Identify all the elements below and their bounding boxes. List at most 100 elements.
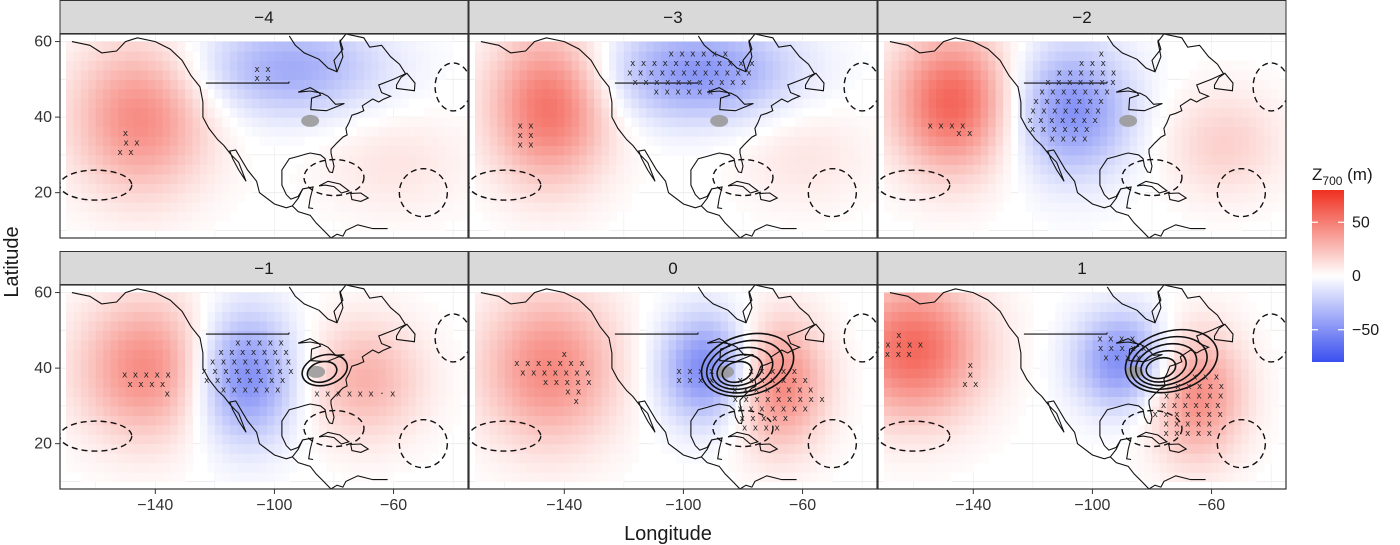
heatmap-cell bbox=[200, 88, 208, 99]
heatmap-cell bbox=[951, 69, 959, 80]
heatmap-cell bbox=[430, 396, 439, 407]
heatmap-cell bbox=[772, 88, 781, 99]
heatmap-cell bbox=[847, 41, 856, 52]
heatmap-cell bbox=[810, 368, 818, 379]
heatmap-cell bbox=[229, 202, 238, 213]
heatmap-cell bbox=[200, 69, 208, 80]
heatmap-cell bbox=[743, 173, 751, 184]
heatmap-cell bbox=[222, 117, 231, 128]
heatmap-cell bbox=[683, 51, 692, 61]
heatmap-cell bbox=[638, 69, 647, 80]
heatmap-cell bbox=[1233, 98, 1242, 109]
heatmap-cell bbox=[274, 462, 283, 473]
heatmap-cell bbox=[155, 154, 164, 165]
heatmap-cell bbox=[594, 415, 603, 426]
heatmap-cell bbox=[891, 41, 900, 52]
heatmap-cell bbox=[542, 41, 550, 52]
heatmap-cell bbox=[698, 302, 707, 312]
heatmap-cell bbox=[162, 183, 171, 194]
heatmap-cell bbox=[415, 368, 424, 379]
heatmap-cell bbox=[95, 311, 104, 322]
heatmap-cell bbox=[252, 405, 261, 416]
heatmap-cell bbox=[363, 136, 372, 146]
heatmap-cell bbox=[1099, 145, 1108, 156]
heatmap-cell bbox=[661, 107, 670, 118]
heatmap-cell bbox=[854, 339, 863, 350]
heatmap-cell bbox=[676, 136, 684, 146]
heatmap-cell bbox=[519, 302, 528, 312]
heatmap-cell bbox=[542, 98, 550, 109]
heatmap-cell bbox=[1159, 145, 1168, 156]
heatmap-cell bbox=[423, 126, 432, 137]
heatmap-cell bbox=[571, 41, 580, 52]
heatmap-cell bbox=[913, 145, 922, 156]
heatmap-cell bbox=[281, 51, 290, 61]
heatmap-cell bbox=[549, 443, 558, 454]
heatmap-cell bbox=[1107, 88, 1116, 99]
heatmap-cell bbox=[869, 126, 877, 137]
heatmap-cell bbox=[133, 211, 141, 222]
heatmap-cell bbox=[743, 69, 751, 80]
heatmap-cell bbox=[839, 107, 848, 118]
heatmap-cell bbox=[401, 330, 409, 341]
heatmap-cell bbox=[140, 434, 149, 445]
heatmap-cell bbox=[1211, 145, 1220, 156]
heatmap-cell bbox=[898, 202, 907, 213]
heatmap-cell bbox=[73, 107, 82, 118]
heatmap-cell bbox=[497, 126, 506, 137]
heatmap-cell bbox=[832, 51, 841, 61]
heatmap-cell bbox=[304, 88, 313, 99]
heatmap-cell bbox=[1055, 202, 1064, 213]
heatmap-cell bbox=[80, 302, 89, 312]
heatmap-cell bbox=[534, 183, 543, 194]
heatmap-cell bbox=[1144, 60, 1153, 71]
heatmap-cell bbox=[810, 434, 818, 445]
heatmap-cell bbox=[401, 453, 409, 464]
heatmap-cell bbox=[765, 302, 774, 312]
heatmap-cell bbox=[839, 387, 848, 397]
heatmap-cell bbox=[1159, 154, 1168, 165]
x-tick-label: −140 bbox=[546, 497, 582, 514]
heatmap-cell bbox=[795, 79, 804, 90]
heatmap-cell bbox=[638, 107, 647, 118]
heatmap-cell bbox=[534, 453, 543, 464]
heatmap-cell bbox=[147, 211, 156, 222]
significance-marker: x x x x x x x bbox=[514, 359, 585, 369]
heatmap-cell bbox=[348, 377, 357, 388]
heatmap-cell bbox=[415, 60, 424, 71]
heatmap-cell bbox=[408, 292, 417, 303]
heatmap-cell bbox=[750, 443, 759, 454]
heatmap-cell bbox=[564, 145, 573, 156]
heatmap-cell bbox=[319, 320, 328, 331]
heatmap-cell bbox=[891, 136, 900, 146]
heatmap-cell bbox=[341, 154, 350, 165]
heatmap-cell bbox=[542, 183, 550, 194]
heatmap-cell bbox=[1248, 202, 1257, 213]
heatmap-cell bbox=[1025, 202, 1034, 213]
heatmap-cell bbox=[393, 368, 402, 379]
heatmap-cell bbox=[1122, 126, 1131, 137]
heatmap-cell bbox=[489, 69, 498, 80]
heatmap-cell bbox=[787, 320, 796, 331]
heatmap-cell bbox=[207, 183, 216, 194]
heatmap-cell bbox=[824, 377, 833, 388]
heatmap-cell bbox=[594, 311, 603, 322]
heatmap-cell bbox=[423, 79, 432, 90]
heatmap-cell bbox=[445, 377, 454, 388]
heatmap-cell bbox=[296, 387, 305, 397]
heatmap-cell bbox=[817, 320, 826, 331]
heatmap-cell bbox=[1032, 126, 1041, 137]
heatmap-cell bbox=[898, 126, 907, 137]
heatmap-cell bbox=[103, 434, 112, 445]
heatmap-cell bbox=[489, 202, 498, 213]
heatmap-cell bbox=[676, 377, 684, 388]
heatmap-cell bbox=[177, 311, 186, 322]
negative-contour bbox=[1252, 62, 1286, 112]
heatmap-cell bbox=[1174, 192, 1183, 203]
heatmap-cell bbox=[147, 443, 156, 454]
heatmap-cell bbox=[66, 221, 74, 231]
heatmap-cell bbox=[638, 126, 647, 137]
heatmap-cell bbox=[348, 211, 357, 222]
facet-strip-label: −3 bbox=[663, 8, 682, 27]
heatmap-cell bbox=[683, 126, 692, 137]
